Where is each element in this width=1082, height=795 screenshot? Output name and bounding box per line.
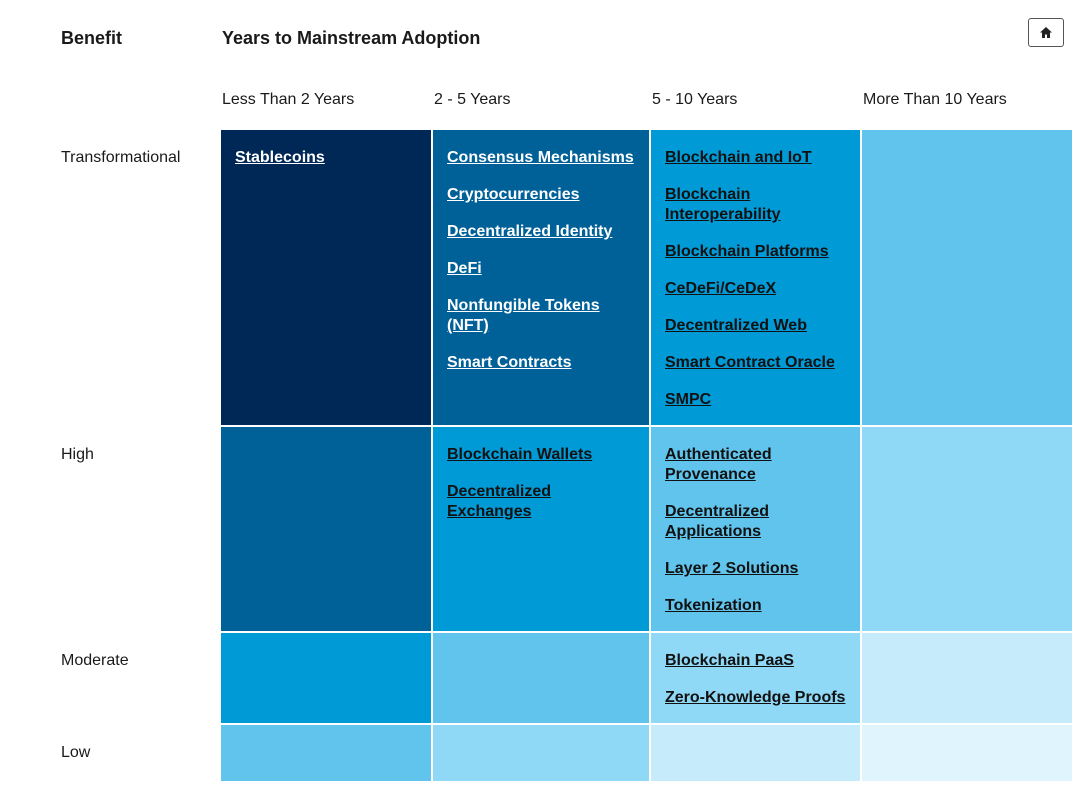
cell-low-5to10 [651, 725, 860, 781]
cell-high-2to5: Blockchain Wallets Decentralized Exchang… [433, 427, 649, 631]
row-header-transformational: Transformational [61, 149, 181, 166]
link-blockchain-and-iot[interactable]: Blockchain and IoT [665, 149, 812, 166]
link-tokenization[interactable]: Tokenization [665, 597, 762, 614]
cell-low-lt2 [221, 725, 431, 781]
cell-transformational-5to10: Blockchain and IoT Blockchain Interopera… [651, 130, 860, 425]
cell-transformational-lt2: Stablecoins [221, 130, 431, 425]
link-smpc[interactable]: SMPC [665, 391, 712, 408]
cell-low-gt10 [862, 725, 1072, 781]
link-zero-knowledge-proofs[interactable]: Zero-Knowledge Proofs [665, 689, 846, 706]
link-decentralized-exchanges[interactable]: Decentralized Exchanges [447, 483, 552, 520]
link-smart-contract-oracle[interactable]: Smart Contract Oracle [665, 354, 835, 371]
home-button[interactable] [1028, 18, 1064, 47]
cell-transformational-gt10 [862, 130, 1072, 425]
row-header-high: High [61, 446, 94, 463]
link-cedefi-cedex[interactable]: CeDeFi/CeDeX [665, 280, 777, 297]
link-smart-contracts[interactable]: Smart Contracts [447, 354, 572, 371]
cell-low-2to5 [433, 725, 649, 781]
link-decentralized-applications[interactable]: Decentralized Applications [665, 503, 770, 540]
column-header-5to10: 5 - 10 Years [652, 91, 738, 108]
link-layer-2-solutions[interactable]: Layer 2 Solutions [665, 560, 799, 577]
link-blockchain-wallets[interactable]: Blockchain Wallets [447, 446, 593, 463]
home-icon [1040, 27, 1052, 38]
link-nonfungible-tokens[interactable]: Nonfungible Tokens (NFT) [447, 297, 600, 334]
link-blockchain-paas[interactable]: Blockchain PaaS [665, 652, 794, 669]
row-header-moderate: Moderate [61, 652, 129, 669]
link-cryptocurrencies[interactable]: Cryptocurrencies [447, 186, 580, 203]
link-consensus-mechanisms[interactable]: Consensus Mechanisms [447, 149, 634, 166]
link-authenticated-provenance[interactable]: Authenticated Provenance [665, 446, 772, 483]
row-header-low: Low [61, 744, 91, 761]
cell-transformational-2to5: Consensus Mechanisms Cryptocurrencies De… [433, 130, 649, 425]
column-header-2to5: 2 - 5 Years [434, 91, 511, 108]
link-blockchain-interoperability[interactable]: Blockchain Interoperability [665, 186, 781, 223]
link-decentralized-identity[interactable]: Decentralized Identity [447, 223, 613, 240]
page-title: Years to Mainstream Adoption [222, 28, 481, 48]
cell-high-lt2 [221, 427, 431, 631]
cell-high-gt10 [862, 427, 1072, 631]
link-defi[interactable]: DeFi [447, 260, 482, 277]
cell-moderate-2to5 [433, 633, 649, 723]
cell-moderate-5to10: Blockchain PaaS Zero-Knowledge Proofs [651, 633, 860, 723]
cell-moderate-gt10 [862, 633, 1072, 723]
link-blockchain-platforms[interactable]: Blockchain Platforms [665, 243, 829, 260]
column-header-gt10: More Than 10 Years [863, 91, 1007, 108]
benefit-header: Benefit [61, 28, 123, 48]
cell-moderate-lt2 [221, 633, 431, 723]
link-decentralized-web[interactable]: Decentralized Web [665, 317, 807, 334]
cell-high-5to10: Authenticated Provenance Decentralized A… [651, 427, 860, 631]
column-header-lt2: Less Than 2 Years [222, 91, 355, 108]
link-stablecoins[interactable]: Stablecoins [235, 149, 325, 166]
